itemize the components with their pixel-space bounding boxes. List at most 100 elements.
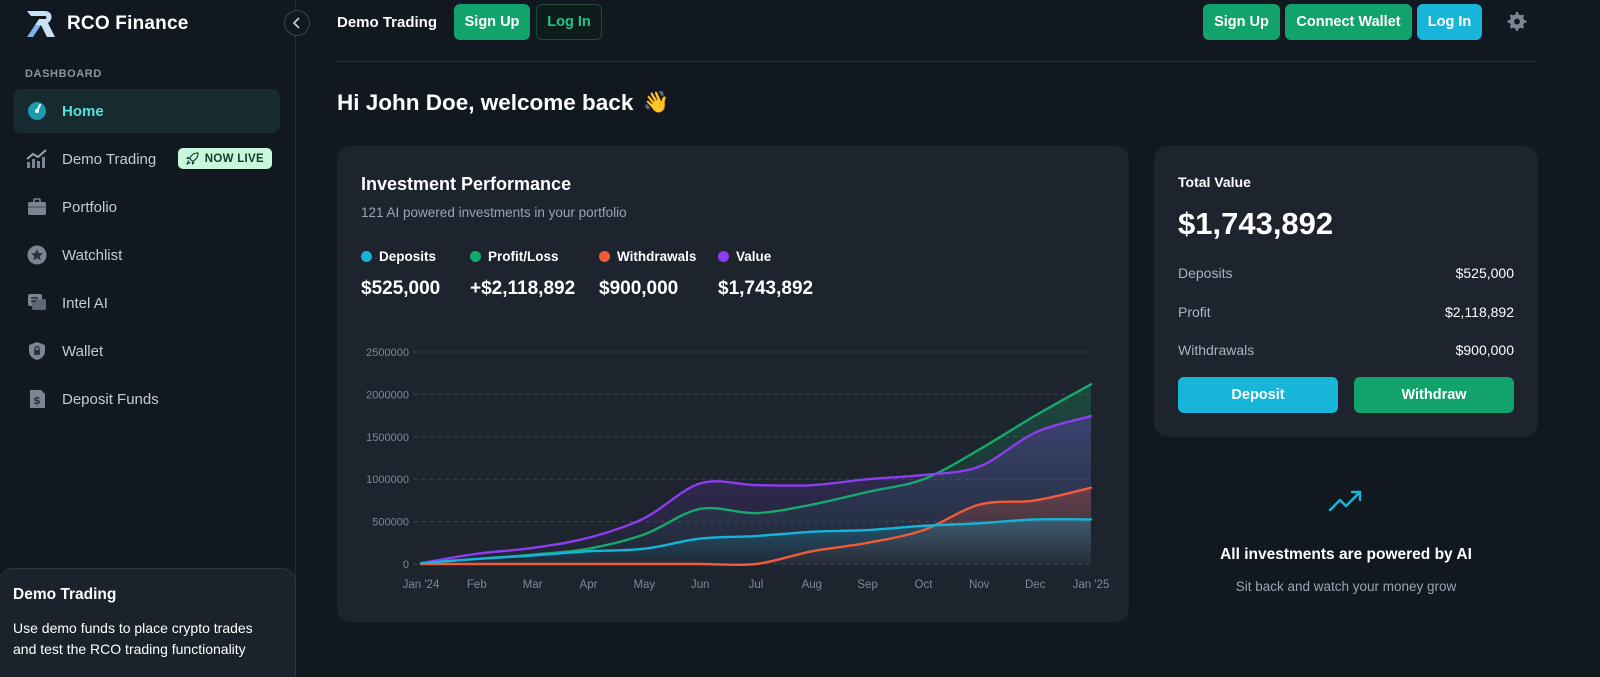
row-label: Profit [1178,304,1211,320]
dollar-receipt-icon: $ [26,388,48,410]
sidebar-item-label: Watchlist [62,246,123,264]
brand[interactable]: RCO Finance [25,9,189,39]
connect-wallet-button[interactable]: Connect Wallet [1285,4,1412,40]
row-label: Withdrawals [1178,342,1255,358]
x-tick-label: Dec [1025,579,1046,591]
trend-up-icon [1328,490,1362,512]
sidebar-item-label: Home [62,102,104,120]
now-live-badge: NOW LIVE [177,148,272,169]
y-tick-label: 1000000 [366,474,409,486]
series-line-value [419,414,1093,565]
legend-label: Withdrawals [617,249,697,264]
x-tick-label: Oct [915,579,934,591]
legend-deposits: Deposits $525,000 [361,249,440,300]
sidebar-item-home[interactable]: Home [13,89,280,133]
performance-subtitle: 121 AI powered investments in your portf… [361,205,627,220]
briefcase-icon [26,196,48,218]
legend-label: Profit/Loss [488,249,559,264]
row-value: $525,000 [1455,265,1514,281]
demo-card-text: Use demo funds to place crypto trades an… [13,620,253,657]
investment-performance-card: Investment Performance 121 AI powered in… [337,146,1129,622]
row-value: $900,000 [1455,342,1514,358]
x-tick-label: Jan '25 [1073,579,1110,591]
x-tick-label: Jun [691,579,710,591]
sidebar: RCO Finance DASHBOARD Home Demo Trading … [0,0,296,677]
sidebar-item-intel-ai[interactable]: Intel AI [13,281,280,325]
x-tick-label: May [633,579,655,591]
legend-label: Value [736,249,772,264]
topbar-title: Demo Trading [337,13,438,31]
total-value-card: Total Value $1,743,892 Deposits $525,000… [1154,146,1538,437]
withdraw-button[interactable]: Withdraw [1354,377,1514,413]
x-tick-label: Nov [969,579,990,591]
sidebar-item-portfolio[interactable]: Portfolio [13,185,280,229]
performance-chart: 0 500000 1000000 1500000 2000000 2500000 Jan '… [366,347,1110,591]
demo-card-title: Demo Trading [13,586,117,603]
welcome-heading: Hi John Doe, welcome back 👋 [337,90,670,116]
speedometer-icon [26,100,48,122]
now-live-label: NOW LIVE [204,152,264,165]
rocket-icon [186,152,199,165]
sidebar-item-label: Portfolio [62,198,118,216]
y-tick-label: 0 [403,559,409,571]
legend-withdrawals: Withdrawals $900,000 [599,249,696,300]
topbar-right: Sign Up Connect Wallet Log In [1203,4,1482,40]
total-row-withdrawals: Withdrawals $900,000 [1178,342,1514,358]
legend-value: $525,000 [361,278,441,299]
x-tick-label: Jan '24 [403,579,440,591]
chat-icon [26,292,48,314]
legend-value: $900,000 [599,278,679,299]
deposit-button[interactable]: Deposit [1178,377,1338,413]
withdrawals-dot [599,251,610,262]
sidebar-nav: Home Demo Trading NOW LIVE Portfolio Wat… [13,89,280,425]
topbar-left: Demo Trading Sign Up Log In [337,4,603,40]
x-tick-label: Sep [857,579,877,591]
section-label-dashboard: DASHBOARD [25,68,102,80]
legend-value: $1,743,892 [718,278,814,299]
rco-logo-icon [27,11,55,37]
y-tick-label: 500000 [372,517,409,529]
demo-trading-card[interactable]: Demo Trading Use demo funds to place cry… [0,568,296,677]
total-row-deposits: Deposits $525,000 [1178,265,1514,281]
total-row-profit: Profit $2,118,892 [1178,304,1514,320]
row-label: Deposits [1178,265,1233,281]
value-dot [718,251,729,262]
x-tick-label: Jul [749,579,764,591]
ai-info: All investments are powered by AI Sit ba… [1154,488,1538,594]
x-tick-label: Apr [580,579,598,591]
brand-name: RCO Finance [67,13,189,34]
sidebar-item-label: Demo Trading [62,150,157,168]
top-divider [337,61,1538,62]
sidebar-item-demo-trading[interactable]: Demo Trading NOW LIVE [13,137,280,181]
sidebar-item-label: Intel AI [62,294,108,312]
x-tick-label: Mar [523,579,543,591]
signup-button[interactable]: Sign Up [1203,4,1280,40]
legend-profit-loss: Profit/Loss +$2,118,892 [470,249,575,300]
sidebar-item-wallet[interactable]: Wallet [13,329,280,373]
gear-icon[interactable] [1506,11,1528,33]
ai-subtitle: Sit back and watch your money grow [1235,579,1457,594]
waving-hand-emoji: 👋 [643,91,670,114]
svg-text:$: $ [33,394,41,407]
ai-title: All investments are powered by AI [1220,546,1472,563]
legend-label: Deposits [379,249,437,264]
total-value-label: Total Value [1178,174,1251,190]
sidebar-item-label: Wallet [62,342,104,360]
x-tick-label: Aug [802,579,822,591]
series-line-deposits [419,518,1093,565]
profit-loss-dot [470,251,481,262]
login-button[interactable]: Log In [1417,4,1482,40]
x-tick-label: Feb [467,579,487,591]
sidebar-item-watchlist[interactable]: Watchlist [13,233,280,277]
signup-button-left[interactable]: Sign Up [454,4,531,40]
welcome-text: Hi John Doe, welcome back [337,90,634,115]
login-button-left[interactable]: Log In [536,4,603,40]
sidebar-collapse-button[interactable] [284,10,310,36]
legend-value: +$2,118,892 [470,278,576,299]
chevron-left-icon [292,17,300,29]
y-tick-label: 1500000 [366,432,409,444]
star-icon [26,244,48,266]
legend-value-series: Value $1,743,892 [718,249,813,300]
shield-lock-icon [26,340,48,362]
sidebar-item-deposit-funds[interactable]: $ Deposit Funds [13,377,280,421]
